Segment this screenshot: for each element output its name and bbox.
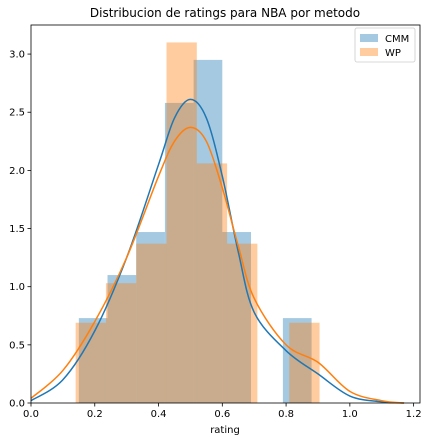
x-tick-label: 0.8: [278, 409, 294, 420]
x-tick-label: 1.0: [342, 409, 358, 420]
y-tick-label: 1.5: [9, 224, 25, 235]
chart-title: Distribucion de ratings para NBA por met…: [90, 6, 360, 20]
histogram-bar-cmm-0: [78, 318, 108, 403]
histogram-bar-wp-3: [166, 42, 197, 403]
plot-marks: [30, 42, 405, 404]
histogram-bar-cmm-3: [164, 102, 194, 404]
histogram-bar-wp-4: [196, 163, 228, 403]
legend-swatch-wp: [360, 48, 378, 56]
plot-frame: [30, 24, 421, 404]
histogram-bar-cmm-5: [222, 232, 252, 403]
legend-swatch-cmm: [360, 34, 378, 42]
y-tick-label: 3.0: [9, 50, 25, 61]
kde-line-wp: [30, 126, 405, 404]
histogram-bar-cmm-1: [107, 275, 137, 403]
axes-group: 0.0 0.2 0.4 0.6 0.8 1.0 1.2 0.0 0.5 1.0 1.5 2.0 2.5 3…: [9, 24, 422, 420]
histogram-bar-wp-2: [136, 243, 167, 403]
histogram-bar-wp-1: [105, 283, 137, 403]
histogram-bar-cmm-2: [136, 232, 165, 403]
histogram-bar-wp-6: [289, 322, 320, 403]
y-tick-label: 2.0: [9, 166, 25, 177]
y-tick-label: 0.5: [9, 340, 25, 351]
x-tick-label: 0.6: [214, 409, 230, 420]
legend: CMM WP: [354, 27, 416, 63]
x-tick-label: 0.2: [87, 409, 103, 420]
legend-box: [354, 27, 416, 63]
legend-label-cmm: CMM: [385, 34, 409, 45]
y-tick-label: 2.5: [9, 108, 25, 119]
x-tick-label: 0.4: [151, 409, 167, 420]
kde-line-cmm: [30, 98, 405, 404]
x-axis-label: rating: [210, 425, 240, 436]
x-tick-label: 1.2: [406, 409, 422, 420]
y-tick-label: 1.0: [9, 282, 25, 293]
y-tick-label: 0.0: [9, 399, 25, 410]
histogram-bar-wp-0: [75, 322, 106, 403]
x-tick-label: 0.0: [23, 409, 39, 420]
legend-label-wp: WP: [385, 48, 401, 59]
histogram-bar-cmm-4: [193, 59, 223, 404]
